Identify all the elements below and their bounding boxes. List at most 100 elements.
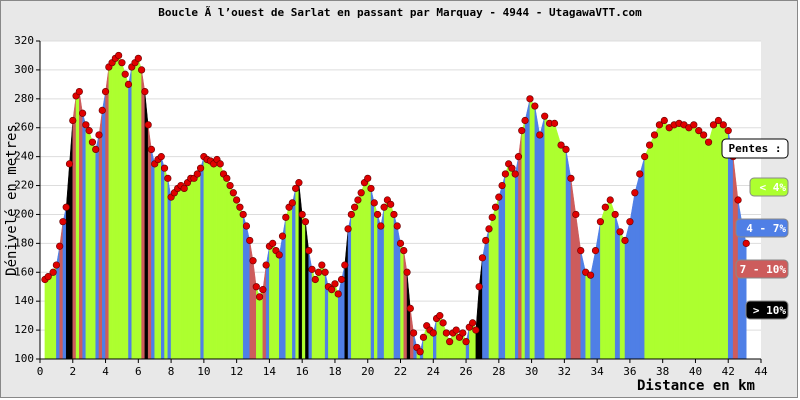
point — [690, 121, 698, 129]
slope-segment — [69, 120, 74, 360]
slope-segment — [393, 214, 398, 360]
slope-segment — [272, 243, 277, 360]
slope-segment — [521, 120, 526, 360]
point — [196, 164, 205, 172]
slope-segment — [387, 199, 391, 360]
slope-segment — [118, 55, 123, 360]
point — [226, 181, 234, 190]
slope-segment — [246, 225, 250, 360]
slope-segment — [275, 249, 280, 360]
slope-segment — [138, 58, 142, 360]
slope-segment — [239, 207, 244, 360]
point — [650, 131, 659, 139]
slope-segment — [629, 192, 636, 360]
slope-segment — [226, 178, 231, 360]
point — [536, 131, 544, 139]
point — [351, 203, 359, 211]
point — [586, 271, 595, 279]
point — [65, 160, 74, 168]
slope-segment — [331, 282, 336, 360]
point — [742, 239, 750, 247]
slope-segment — [347, 214, 352, 360]
point — [157, 153, 165, 161]
point — [626, 218, 634, 226]
point — [390, 210, 398, 219]
slope-segment — [374, 202, 378, 360]
slope-segment — [678, 123, 685, 360]
point — [318, 261, 326, 269]
x-tick-label: 36 — [623, 365, 636, 378]
point — [700, 131, 708, 139]
point — [354, 196, 362, 204]
point — [436, 312, 444, 320]
slope-segment — [292, 188, 296, 360]
point — [550, 119, 559, 127]
x-tick-label: 34 — [591, 365, 605, 378]
x-tick-label: 30 — [525, 365, 538, 378]
x-tick-label: 38 — [656, 365, 669, 378]
x-tick-label: 18 — [328, 365, 341, 378]
slope-segment — [377, 214, 382, 360]
slope-segment — [301, 214, 306, 360]
slope-segment — [183, 181, 188, 360]
point — [567, 174, 575, 182]
x-tick-label: 24 — [427, 365, 441, 378]
point — [344, 225, 352, 233]
slope-segment — [167, 178, 172, 360]
point — [82, 121, 90, 129]
y-tick-label: 260 — [14, 121, 34, 134]
point — [44, 273, 52, 281]
slope-segment — [495, 197, 500, 360]
slope-segment — [485, 228, 490, 360]
point — [709, 121, 718, 129]
point — [147, 145, 156, 154]
slope-segment — [708, 124, 714, 360]
point — [282, 213, 290, 221]
point — [275, 251, 283, 259]
point — [660, 116, 668, 125]
slope-segment — [75, 90, 80, 360]
point — [611, 210, 619, 219]
point — [446, 338, 454, 346]
point — [252, 283, 260, 291]
point — [521, 116, 529, 125]
point — [314, 268, 323, 276]
slope-segment — [236, 199, 241, 360]
slope-segment — [698, 130, 704, 360]
x-tick-label: 10 — [197, 365, 210, 378]
point — [393, 222, 401, 230]
legend-swatch — [749, 177, 789, 197]
point — [491, 203, 500, 211]
point — [495, 193, 503, 201]
point — [305, 246, 313, 255]
slope-segment — [72, 95, 77, 360]
slope-segment — [605, 199, 611, 360]
point — [295, 179, 303, 187]
slope-segment — [518, 130, 523, 360]
x-tick-label: 20 — [361, 365, 374, 378]
point — [377, 222, 385, 230]
point — [347, 210, 355, 219]
slope-segment — [85, 123, 90, 360]
slope-segment — [121, 62, 126, 360]
y-axis-label: Dénivelé en metres — [4, 124, 20, 276]
slope-segment — [82, 113, 87, 360]
point — [541, 112, 549, 120]
x-tick-label: 22 — [394, 365, 407, 378]
point — [292, 184, 300, 193]
slope-segment — [180, 184, 185, 360]
slope-segment — [147, 124, 152, 360]
point — [373, 210, 382, 219]
point — [514, 153, 523, 161]
point — [601, 203, 609, 211]
slope-segment — [151, 149, 155, 360]
point — [160, 164, 169, 172]
point — [141, 87, 149, 96]
point — [636, 170, 644, 178]
slope-segment — [190, 178, 195, 360]
x-tick-label: 16 — [296, 365, 309, 378]
point — [56, 242, 64, 250]
slope-segment — [164, 168, 169, 360]
point — [101, 87, 110, 96]
x-tick-label: 32 — [558, 365, 571, 378]
